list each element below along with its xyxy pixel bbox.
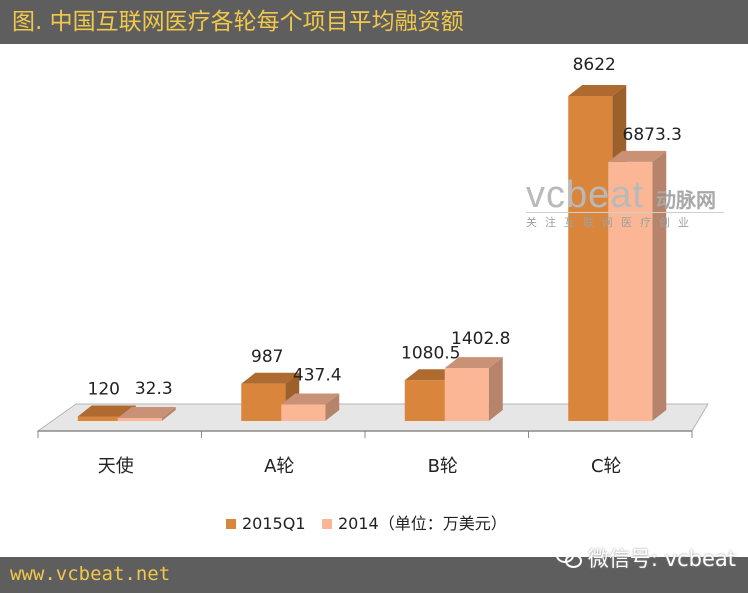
watermark-brand-cn: 动脉网 [656, 188, 716, 212]
bar-2014-0 [117, 418, 162, 421]
data-label-0-3: 8622 [573, 55, 616, 75]
wechat-badge: 微信号: vcbeat [555, 543, 736, 573]
data-label-0-1: 987 [251, 347, 283, 367]
data-label-1-2: 1402.8 [451, 329, 510, 349]
watermark-divider [526, 212, 724, 213]
bar-top-0-3 [568, 85, 627, 96]
bar-2015Q1-3 [568, 96, 613, 421]
wechat-label: 微信号: vcbeat [587, 547, 736, 571]
bar-2014-1 [281, 404, 326, 421]
bar-top-1-1 [281, 393, 340, 405]
watermark-slogan: 关注互联网医疗创业 [526, 216, 697, 229]
data-label-1-1: 437.4 [293, 366, 342, 386]
bar-side-1-0 [161, 407, 176, 421]
bar-top-0-1 [241, 372, 300, 384]
data-label-0-0: 120 [88, 379, 120, 399]
bar-2014-2 [444, 368, 489, 421]
category-label-2: B轮 [428, 456, 458, 477]
footer-bar: www.vcbeat.net [0, 557, 748, 593]
bar-top-1-2 [444, 357, 503, 369]
data-label-0-2: 1080.5 [401, 343, 460, 363]
bar-top-1-0 [117, 407, 176, 418]
data-label-1-0: 32.3 [135, 379, 173, 399]
wechat-icon [555, 548, 582, 568]
legend-label-0: 2015Q1 [242, 514, 306, 533]
bar-top-1-3 [608, 150, 667, 162]
footer-url[interactable]: www.vcbeat.net [10, 563, 171, 585]
bar-top-0-0 [77, 405, 136, 417]
category-label-3: C轮 [591, 456, 622, 477]
watermark-brand: vcbeat [526, 174, 644, 216]
category-label-0: 天使 [98, 456, 134, 477]
bar-2014-3 [608, 161, 653, 422]
category-label-1: A轮 [264, 456, 294, 477]
page-title: 图. 中国互联网医疗各轮每个项目平均融资额 [0, 0, 748, 44]
bar-side-1-1 [325, 393, 340, 421]
legend-swatch-1 [322, 519, 332, 529]
bar-2015Q1-0 [77, 416, 122, 421]
bar-2015Q1-1 [241, 383, 286, 421]
legend-label-1: 2014（单位：万美元） [338, 514, 507, 533]
bar-side-1-3 [652, 150, 667, 422]
bar-2015Q1-2 [404, 380, 449, 421]
bar-side-1-2 [488, 357, 503, 421]
legend-swatch-0 [226, 519, 236, 529]
watermark-logo: vcbeat [526, 176, 644, 214]
data-label-1-3: 6873.3 [623, 125, 682, 145]
